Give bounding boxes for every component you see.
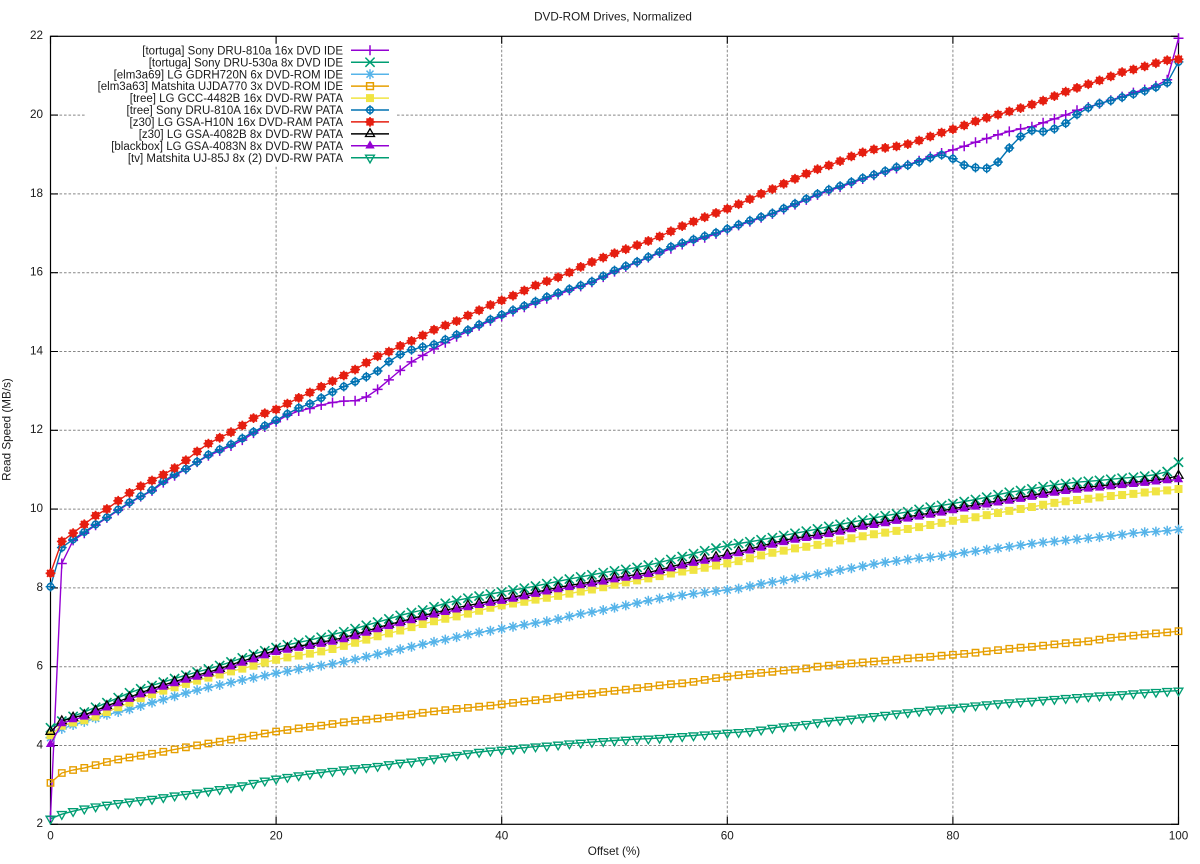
svg-text:60: 60	[721, 830, 735, 843]
svg-text:[z30] LG GSA-4082B 8x DVD-RW P: [z30] LG GSA-4082B 8x DVD-RW PATA	[139, 129, 344, 141]
svg-text:[tree] LG GCC-4482B 16x DVD-RW: [tree] LG GCC-4482B 16x DVD-RW PATA	[130, 93, 344, 105]
svg-text:20: 20	[270, 830, 284, 843]
svg-text:[tv] Matshita UJ-85J 8x (2) DV: [tv] Matshita UJ-85J 8x (2) DVD-RW PATA	[128, 153, 343, 165]
svg-text:10: 10	[30, 502, 44, 515]
svg-text:20: 20	[30, 108, 44, 121]
svg-text:14: 14	[30, 344, 44, 357]
svg-text:100: 100	[1169, 830, 1189, 843]
svg-text:[elm3a69] LG GDRH720N 6x DVD-R: [elm3a69] LG GDRH720N 6x DVD-ROM IDE	[114, 69, 344, 81]
svg-text:[tortuga] Sony DRU-530a 8x DVD: [tortuga] Sony DRU-530a 8x DVD IDE	[149, 57, 344, 69]
svg-text:22: 22	[30, 29, 43, 42]
svg-text:[tree] Sony DRU-810A 16x DVD-R: [tree] Sony DRU-810A 16x DVD-RW PATA	[127, 105, 344, 117]
svg-text:2: 2	[36, 817, 43, 830]
svg-text:16: 16	[30, 266, 43, 279]
svg-text:Read Speed (MB/s): Read Speed (MB/s)	[1, 378, 14, 481]
svg-text:80: 80	[946, 830, 960, 843]
svg-text:12: 12	[30, 423, 43, 436]
svg-text:[elm3a63] Matshita UJDA770 3x: [elm3a63] Matshita UJDA770 3x DVD-ROM ID…	[98, 81, 344, 93]
svg-text:6: 6	[36, 660, 43, 673]
svg-text:4: 4	[36, 738, 43, 751]
svg-text:8: 8	[36, 581, 43, 594]
svg-text:[blackbox] LG GSA-4083N 8x DVD: [blackbox] LG GSA-4083N 8x DVD-RW PATA	[111, 141, 343, 153]
svg-text:18: 18	[30, 187, 43, 200]
svg-text:40: 40	[495, 830, 509, 843]
svg-text:[z30] LG GSA-H10N 16x DVD-RAM: [z30] LG GSA-H10N 16x DVD-RAM PATA	[130, 117, 344, 129]
svg-text:[tortuga] Sony DRU-810a 16x DV: [tortuga] Sony DRU-810a 16x DVD IDE	[142, 45, 343, 57]
svg-text:0: 0	[47, 830, 54, 843]
svg-text:Offset (%): Offset (%)	[588, 845, 640, 858]
svg-text:DVD-ROM Drives, Normalized: DVD-ROM Drives, Normalized	[534, 11, 692, 24]
